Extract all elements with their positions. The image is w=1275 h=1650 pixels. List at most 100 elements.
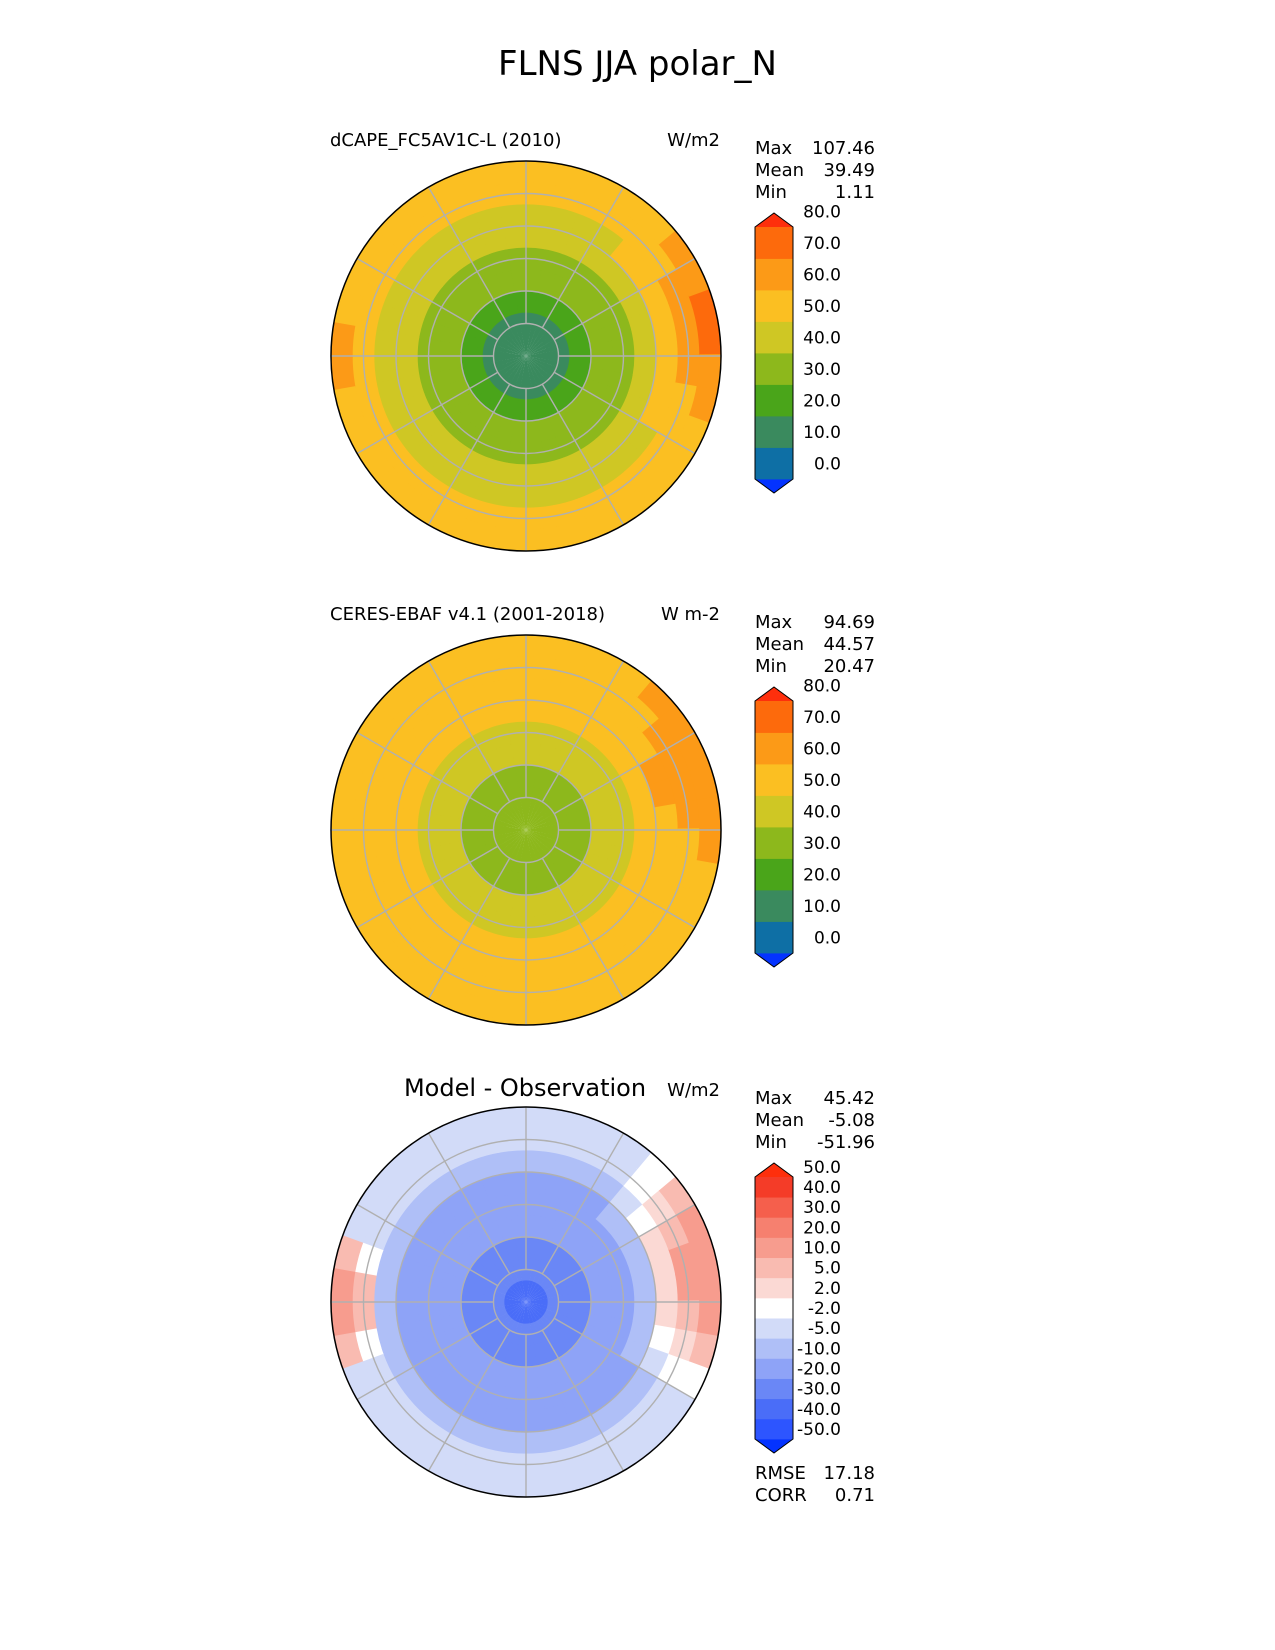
map-cell <box>487 327 510 346</box>
map-cell <box>464 323 489 342</box>
map-cell <box>498 203 526 229</box>
map-cell <box>585 505 626 540</box>
map-cell <box>559 1323 584 1345</box>
map-cell <box>468 313 493 335</box>
colorbar-tick-label: 10.0 <box>803 423 841 443</box>
meridian-line <box>541 1132 625 1275</box>
map-cell <box>676 887 711 928</box>
map-cell <box>568 261 596 290</box>
colorbar-tick-label: 30.0 <box>803 1198 841 1218</box>
map-cell <box>495 1216 515 1242</box>
meridian-line <box>541 660 625 803</box>
map-cell <box>540 294 559 319</box>
stat-mean: 39.49 <box>823 160 875 181</box>
map-cell <box>548 411 571 438</box>
map-cell <box>459 518 498 549</box>
map-cell <box>484 1309 508 1325</box>
map-cell <box>522 1302 527 1325</box>
map-cell <box>483 863 505 888</box>
colorbar-tick-label: 20.0 <box>803 391 841 411</box>
map-cell <box>654 354 679 383</box>
map-cell <box>514 809 526 830</box>
map-cell <box>647 1248 676 1280</box>
stat-max: 45.42 <box>823 1088 875 1109</box>
map-cell <box>544 931 572 959</box>
map-cell <box>333 386 364 425</box>
map-cell <box>510 1366 527 1390</box>
map-cell <box>580 438 611 470</box>
map-cell <box>504 1320 519 1344</box>
map-cell <box>526 1284 543 1302</box>
map-cell <box>554 1109 593 1140</box>
map-cell <box>526 336 541 356</box>
map-cell <box>428 506 469 541</box>
map-cell <box>481 274 504 301</box>
map-cell <box>526 356 534 378</box>
map-cell <box>544 457 572 485</box>
map-cell <box>544 1279 568 1295</box>
map-cell <box>440 841 466 861</box>
map-cell <box>653 802 679 830</box>
colorbar-segment <box>755 290 793 322</box>
map-cell <box>492 768 512 793</box>
map-cell <box>440 1272 465 1292</box>
map-cell <box>355 230 394 271</box>
colorbar-tick-label: 5.0 <box>814 1259 841 1279</box>
map-cell <box>473 478 505 507</box>
map-cell <box>457 163 496 194</box>
panel-1-units: W/m2 <box>667 130 720 151</box>
map-cell <box>460 344 484 357</box>
panel-3-metrics: RMSE 17.18 CORR 0.71 <box>755 1463 875 1507</box>
map-cell <box>499 484 528 509</box>
map-cell <box>495 270 515 296</box>
map-cell <box>440 1313 466 1333</box>
map-cell <box>524 1149 553 1174</box>
stat-min-label: Min <box>755 182 787 203</box>
map-cell <box>505 1302 526 1314</box>
map-cell <box>456 422 484 451</box>
map-cell <box>514 1344 527 1368</box>
map-cell <box>526 419 542 444</box>
map-cell <box>548 1423 580 1452</box>
map-cell <box>547 1151 579 1180</box>
colorbar-tick-label: -5.0 <box>808 1319 841 1339</box>
meridian-line <box>541 186 625 329</box>
map-cell <box>508 339 526 356</box>
map-cell <box>412 410 444 441</box>
map-cell <box>696 320 721 356</box>
map-cell <box>526 1000 562 1025</box>
colorbar-segment <box>755 1378 793 1400</box>
map-cell <box>548 1357 571 1384</box>
colorbar-outline <box>754 686 794 968</box>
map-cell <box>563 1268 588 1288</box>
map-cell <box>632 1278 657 1302</box>
map-cell <box>492 294 512 319</box>
map-cell <box>376 941 416 982</box>
map-cell <box>484 837 508 853</box>
map-cell <box>553 1329 577 1353</box>
stat-max-label: Max <box>755 1088 793 1109</box>
map-cell <box>526 812 543 830</box>
map-cell <box>540 768 559 793</box>
map-cell <box>558 405 583 432</box>
map-cell <box>611 659 652 698</box>
map-cell <box>483 389 505 414</box>
map-cell <box>526 1294 548 1302</box>
map-cell <box>533 765 549 790</box>
map-cell <box>493 393 512 418</box>
map-cell <box>636 204 676 245</box>
map-cell <box>533 1237 549 1262</box>
map-cell <box>331 796 356 832</box>
map-cell <box>481 748 504 775</box>
map-cell <box>518 356 526 378</box>
map-cell <box>441 242 472 274</box>
map-cell <box>373 356 399 384</box>
map-cell <box>464 797 489 816</box>
map-cell <box>544 1403 572 1431</box>
map-cell <box>526 335 538 356</box>
map-cell <box>608 271 640 302</box>
map-cell <box>505 344 526 356</box>
map-cell <box>493 1339 512 1364</box>
map-cell <box>688 858 719 897</box>
map-cell <box>341 732 376 773</box>
